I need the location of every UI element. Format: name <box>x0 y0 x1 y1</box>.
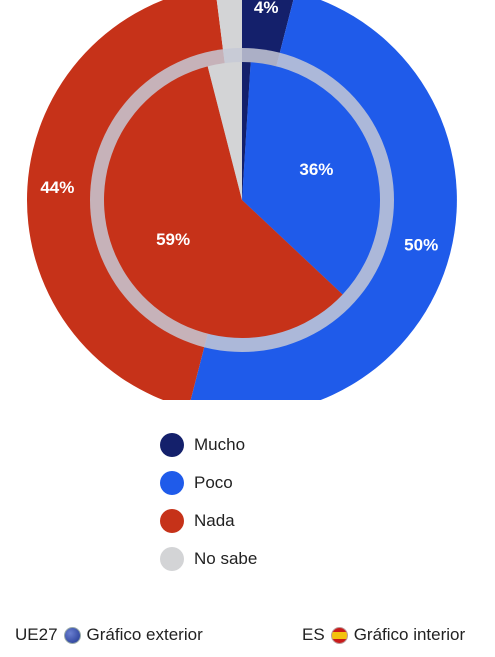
inner-slice-mucho <box>242 61 251 200</box>
legend-label-nada: Nada <box>194 511 235 530</box>
footer-inner-label: Gráfico interior <box>353 625 466 644</box>
legend-label-poco: Poco <box>194 473 233 492</box>
legend-swatch-poco <box>160 471 184 495</box>
outer-label-poco: 50% <box>404 235 438 254</box>
outer-label-mucho: 4% <box>254 0 279 17</box>
legend-swatch-no-sabe <box>160 547 184 571</box>
footer-inner-prefix: ES <box>302 625 325 644</box>
legend-label-mucho: Mucho <box>194 435 246 454</box>
footer-inner-note: ES Gráfico interior <box>302 625 465 645</box>
legend-label-no-sabe: No sabe <box>194 549 258 568</box>
donut-chart: 4% 50% 44% 36% 59% <box>27 0 457 400</box>
legend-item-nada: Nada <box>160 502 257 540</box>
footer-outer-note: UE27 Gráfico exterior <box>15 625 203 645</box>
spain-flag-icon <box>330 626 348 644</box>
legend-item-no-sabe: No sabe <box>160 540 257 578</box>
inner-slice-no-sabe <box>207 62 242 200</box>
legend-item-poco: Poco <box>160 464 257 502</box>
inner-label-nada: 59% <box>156 230 190 249</box>
inner-slice-poco <box>242 62 381 295</box>
footer-outer-prefix: UE27 <box>15 625 58 644</box>
legend-item-mucho: Mucho <box>160 426 257 464</box>
inner-slice-nada <box>104 66 343 339</box>
legend-swatch-nada <box>160 509 184 533</box>
legend: Mucho Poco Nada No sabe <box>160 426 257 578</box>
inner-label-poco: 36% <box>299 160 333 179</box>
outer-label-nada: 44% <box>40 178 74 197</box>
legend-swatch-mucho <box>160 433 184 457</box>
footer-outer-label: Gráfico exterior <box>86 625 203 644</box>
eu-flag-icon <box>63 626 81 644</box>
